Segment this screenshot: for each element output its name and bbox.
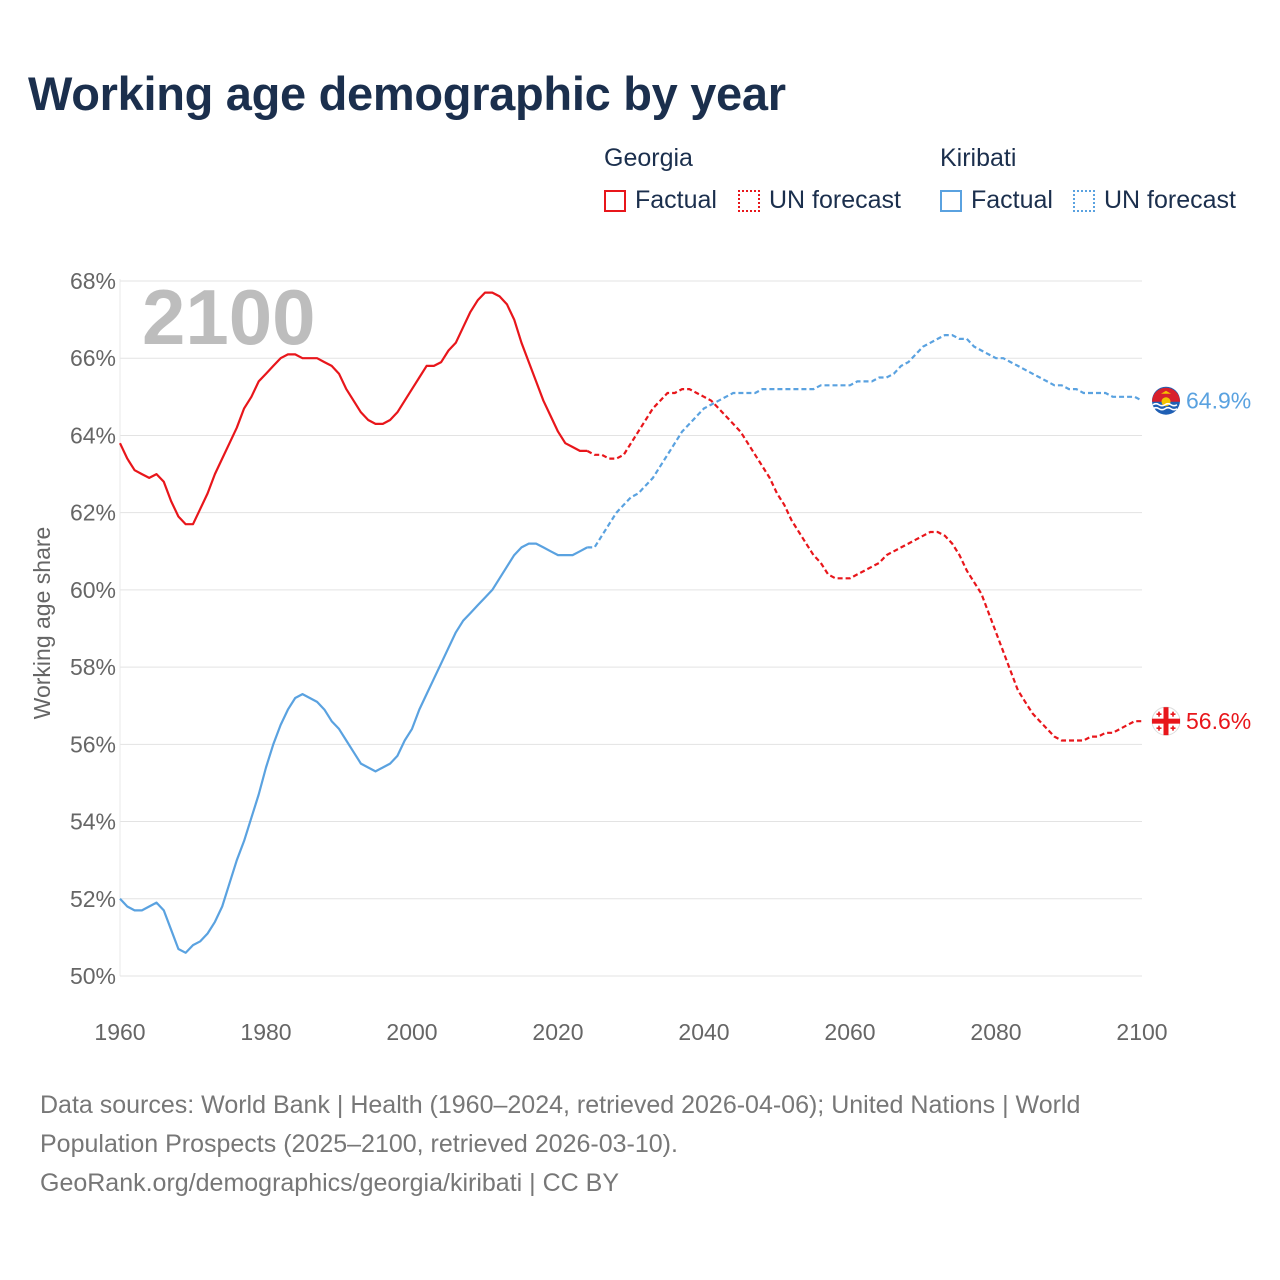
legend-swatch-dotted bbox=[738, 189, 760, 212]
georgia-forecast-line bbox=[586, 388, 1142, 742]
legend-swatch-solid bbox=[604, 189, 626, 212]
kiribati-factual-line bbox=[119, 542, 588, 954]
legend-label: UN forecast bbox=[769, 186, 901, 214]
data-sources: Data sources: World Bank | Health (1960–… bbox=[40, 1091, 1081, 1158]
georgia-end-value: 56.6% bbox=[1186, 708, 1251, 734]
legend-georgia-factual[interactable]: Factual bbox=[604, 186, 717, 215]
legend-georgia-forecast[interactable]: UN forecast bbox=[738, 186, 901, 215]
x-tick-label: 1980 bbox=[240, 1019, 291, 1045]
chart-series bbox=[119, 291, 1143, 954]
y-axis-title: Working age share bbox=[29, 527, 55, 720]
page-title: Working age demographic by year bbox=[28, 67, 786, 120]
y-axis-ticks: 50% 52% 54% 56% 58% 60% 62% 64% 66% 68% bbox=[70, 268, 116, 989]
x-tick-label: 2100 bbox=[1116, 1019, 1167, 1045]
x-tick-label: 1960 bbox=[94, 1019, 145, 1045]
x-tick-label: 2020 bbox=[532, 1019, 583, 1045]
y-tick-label: 68% bbox=[70, 268, 116, 294]
y-tick-label: 50% bbox=[70, 963, 116, 989]
y-tick-label: 64% bbox=[70, 422, 116, 448]
chart-gridlines bbox=[119, 279, 1142, 977]
legend-kiribati-title: Kiribati bbox=[940, 144, 1017, 172]
kiribati-forecast-line bbox=[587, 334, 1143, 549]
kiribati-end-value: 64.9% bbox=[1186, 388, 1251, 414]
y-tick-label: 54% bbox=[70, 809, 116, 835]
current-year-watermark: 2100 bbox=[142, 273, 316, 361]
legend-label: UN forecast bbox=[1104, 186, 1236, 214]
legend-label: Factual bbox=[635, 186, 717, 214]
legend-kiribati-forecast[interactable]: UN forecast bbox=[1073, 186, 1236, 215]
x-tick-label: 2000 bbox=[386, 1019, 437, 1045]
georgia-flag-icon bbox=[1151, 706, 1181, 736]
x-tick-label: 2080 bbox=[970, 1019, 1021, 1045]
y-tick-label: 52% bbox=[70, 886, 116, 912]
legend-georgia-title: Georgia bbox=[604, 144, 693, 172]
credit-link[interactable]: GeoRank.org/demographics/georgia/kiribat… bbox=[40, 1169, 619, 1197]
footer: Data sources: World Bank | Health (1960–… bbox=[40, 1086, 1200, 1203]
kiribati-flag-icon bbox=[1152, 386, 1181, 415]
legend-swatch-solid bbox=[940, 189, 962, 212]
x-tick-label: 2040 bbox=[678, 1019, 729, 1045]
legend-label: Factual bbox=[971, 186, 1053, 214]
series-end-markers: 56.6% 64.9% bbox=[1151, 386, 1251, 736]
legend-swatch-dotted bbox=[1073, 189, 1095, 212]
y-tick-label: 60% bbox=[70, 577, 116, 603]
x-tick-label: 2060 bbox=[824, 1019, 875, 1045]
y-tick-label: 66% bbox=[70, 345, 116, 371]
y-tick-label: 56% bbox=[70, 731, 116, 757]
y-tick-label: 62% bbox=[70, 500, 116, 526]
georgia-factual-line bbox=[119, 291, 588, 526]
chart: 50% 52% 54% 56% 58% 60% 62% 64% 66% 68% 1960 1980 2… bbox=[29, 268, 1251, 1045]
x-axis-ticks: 1960 1980 2000 2020 2040 2060 2080 2100 bbox=[94, 1019, 1167, 1045]
legend-kiribati-factual[interactable]: Factual bbox=[940, 186, 1053, 215]
y-tick-label: 58% bbox=[70, 654, 116, 680]
